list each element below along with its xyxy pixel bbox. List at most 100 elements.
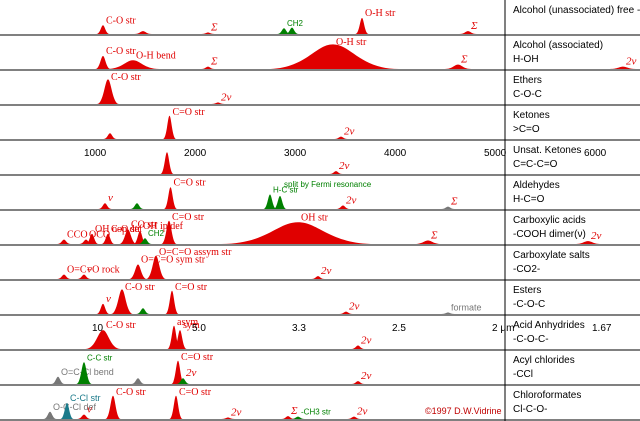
peak-label: Σ	[210, 56, 218, 68]
peak	[609, 66, 637, 69]
peak-label: O-H str	[336, 37, 367, 48]
peak	[165, 290, 179, 314]
peak	[160, 152, 174, 174]
peak	[129, 264, 147, 279]
peak-label: Σ	[290, 405, 298, 417]
peak	[221, 222, 375, 244]
peak	[134, 31, 152, 34]
compound-formula: -CCl	[513, 369, 533, 380]
peak	[43, 411, 57, 419]
um-tick-label: 5.0	[192, 323, 206, 334]
compound-formula: Cl-C-O-	[513, 404, 547, 415]
peak-label: C-Cl str	[70, 393, 101, 403]
peak-label: CH2	[287, 19, 304, 28]
peak-label: H-C str	[273, 186, 299, 195]
peak	[96, 25, 110, 34]
spectrum-row: O=C-Cl bend C-C str C=O str 2ν 2ν Acyl chlori…	[0, 352, 640, 386]
peak	[146, 255, 166, 279]
compound-name: Chloroformates	[513, 390, 581, 401]
peak-label: 2ν	[349, 301, 360, 313]
spectrum-row: 2ν Unsat. Ketones C=C-C=O	[0, 145, 640, 176]
peak-label: 2ν	[321, 265, 332, 277]
peak-label: Σ	[450, 196, 458, 208]
peak	[119, 229, 137, 244]
peak	[311, 276, 325, 279]
compound-formula: >C=O	[513, 124, 540, 135]
peak-label: sym	[183, 320, 200, 331]
peak	[441, 206, 455, 209]
peak-label: C=O str	[173, 107, 206, 118]
peak-label: 2ν	[339, 160, 350, 172]
compound-name: Carboxylate salts	[513, 250, 590, 261]
compound-name: Carboxylic acids	[513, 215, 586, 226]
annotation: split by Fermi resonance	[284, 180, 372, 189]
cm-tick-label: 5000	[484, 148, 507, 159]
spectrum-row: ν C=O str H-C str 2ν Σ Aldehydes H-C=O	[0, 177, 640, 211]
compound-name: Alcohol (unassociated) free -OH	[513, 5, 640, 16]
cm-tick-label: 1000	[84, 148, 107, 159]
peak-label: CH2	[148, 229, 165, 238]
peak-label: Σ	[460, 54, 468, 66]
peak-label: C-O str	[116, 387, 146, 398]
peak-label: C=O str	[174, 177, 207, 188]
peak-label: 2ν	[186, 367, 197, 379]
compound-name: Alcohol (associated)	[513, 40, 603, 51]
compound-name: Ketones	[513, 110, 550, 121]
compound-formula: H-C=O	[513, 194, 545, 205]
peak-label: O=C-Cl bend	[61, 367, 114, 377]
peak	[351, 381, 365, 384]
peak	[336, 205, 350, 209]
peak	[131, 378, 145, 384]
compound-formula: -C-O-C	[513, 299, 545, 310]
um-tick-label: 3.3	[292, 323, 306, 334]
peak-label: asym	[177, 317, 198, 328]
peak	[329, 171, 343, 174]
spectrum-row: C-O str O-H bend Σ O-H str Σ 2ν Alcohol (assoc…	[0, 37, 640, 71]
um-tick-label: 10	[92, 323, 104, 334]
peak	[163, 187, 178, 209]
peak-label: OH oop def	[95, 224, 143, 235]
peak	[60, 403, 74, 419]
peak-label: -CH3 str	[301, 408, 331, 417]
spectrum-row: C=O str 2ν Ketones >C=O	[0, 107, 640, 141]
peak-label: 2ν	[231, 407, 242, 419]
peak-label: OH str	[301, 212, 329, 223]
peak-label: C=O str	[181, 352, 214, 363]
peak-label: 2ν	[361, 335, 372, 347]
peak	[136, 308, 150, 314]
peak	[162, 115, 177, 139]
peak	[334, 136, 348, 139]
compound-name: Acid Anhydrides	[513, 320, 585, 331]
compound-formula: C=C-C=O	[513, 159, 558, 170]
peak-label: OCO	[89, 230, 110, 241]
peak	[339, 311, 353, 314]
peak-label: ν	[108, 192, 113, 204]
peak	[173, 330, 187, 349]
peak	[263, 194, 277, 209]
peak-label: C=O str	[175, 282, 208, 293]
peak	[441, 312, 455, 314]
peak-label: 2ν	[591, 230, 602, 242]
peak-label: CO str	[131, 220, 158, 231]
peak	[176, 378, 190, 384]
peak	[57, 274, 71, 279]
um-tick-label: 2.5	[392, 323, 406, 334]
peak	[76, 362, 92, 384]
peak-label: 2ν	[346, 195, 357, 207]
peak	[77, 274, 91, 279]
cm-tick-label: 3000	[284, 148, 307, 159]
peak	[105, 395, 121, 419]
peak	[103, 133, 117, 139]
peak-label: 2ν	[626, 56, 637, 68]
peak-label: C-O str	[125, 282, 155, 293]
peak-label: Σ	[210, 22, 218, 34]
peak-label: OH ip def	[143, 221, 184, 232]
peak	[130, 203, 144, 209]
peak-label: 2ν	[344, 126, 355, 138]
peak	[95, 55, 111, 69]
peak	[85, 233, 99, 244]
peak-label: 2ν	[357, 406, 368, 418]
